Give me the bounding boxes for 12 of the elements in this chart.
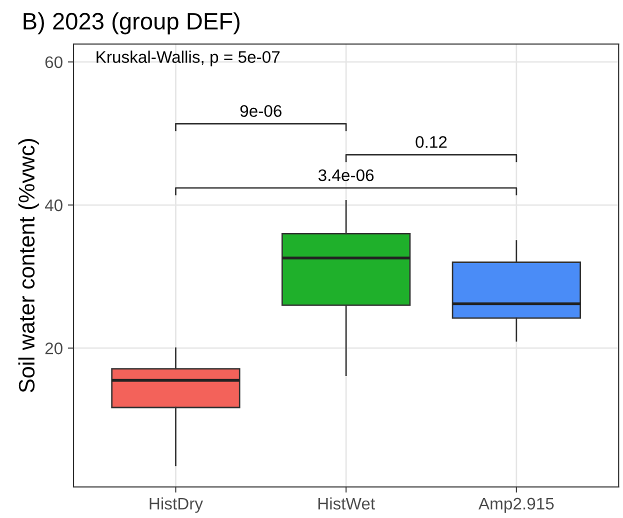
chart-title: B) 2023 (group DEF) <box>24 12 240 34</box>
x-tick-label: Amp2.915 <box>478 498 554 513</box>
y-tick-label: 40 <box>44 199 62 212</box>
x-tick-label: HistDry <box>150 497 204 513</box>
y-axis-title: Soil water content (%vwc) <box>18 139 39 392</box>
annotation: 9e-06 <box>240 105 282 117</box>
annotation: Kruskal-Wallis, p = 5e-07 <box>96 50 280 66</box>
annotation: 0.12 <box>416 136 447 148</box>
y-tick-label: 20 <box>45 342 62 354</box>
x-tick-label: HistWet <box>318 497 375 510</box>
annotation: 3.4e-06 <box>318 169 374 182</box>
y-tick-label: 60 <box>45 56 62 68</box>
